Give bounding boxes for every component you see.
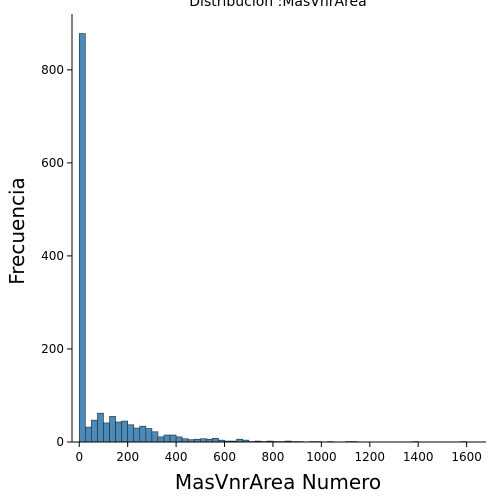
x-tick-label: 1600 — [451, 450, 482, 464]
y-axis-title: Frecuencia — [5, 177, 29, 285]
histogram-bar — [133, 427, 141, 443]
x-tick-label: 600 — [213, 450, 236, 464]
x-axis-ticks: 0 200 400 600 800 1000 1200 1400 1600 — [75, 442, 482, 464]
y-tick-label: 0 — [56, 435, 64, 449]
bars-group — [78, 33, 467, 443]
histogram-bar — [145, 428, 153, 443]
x-tick-label: 1200 — [355, 450, 386, 464]
x-tick-label: 0 — [75, 450, 83, 464]
histogram-bar — [103, 422, 110, 443]
y-tick-label: 400 — [41, 249, 64, 263]
x-tick-label: 1000 — [306, 450, 337, 464]
y-tick-label: 200 — [41, 342, 64, 356]
histogram-bar — [91, 419, 98, 443]
histogram-bar — [78, 33, 86, 443]
histogram-bar — [212, 437, 219, 443]
y-tick-label: 800 — [41, 63, 64, 77]
histogram-bar — [109, 416, 116, 443]
x-tick-label: 800 — [261, 450, 284, 464]
y-axis-ticks: 0 200 400 600 800 — [41, 63, 72, 449]
chart-title: Distribución :MasVnrArea — [189, 0, 366, 10]
histogram-bar — [85, 426, 92, 443]
histogram-bar — [163, 434, 171, 443]
histogram-bar — [169, 434, 177, 443]
histogram-bar — [115, 421, 122, 443]
x-axis-title: MasVnrArea Numero — [175, 470, 381, 494]
histogram-bar — [97, 412, 104, 443]
histogram-bar — [157, 436, 165, 443]
x-tick-label: 400 — [165, 450, 188, 464]
x-tick-label: 200 — [116, 450, 139, 464]
y-tick-label: 600 — [41, 156, 64, 170]
histogram-bar — [139, 425, 147, 443]
histogram-bar — [121, 420, 128, 443]
histogram-bar — [127, 424, 135, 443]
x-tick-label: 1400 — [403, 450, 434, 464]
histogram-bar — [151, 431, 159, 443]
histogram-bar — [175, 436, 183, 443]
